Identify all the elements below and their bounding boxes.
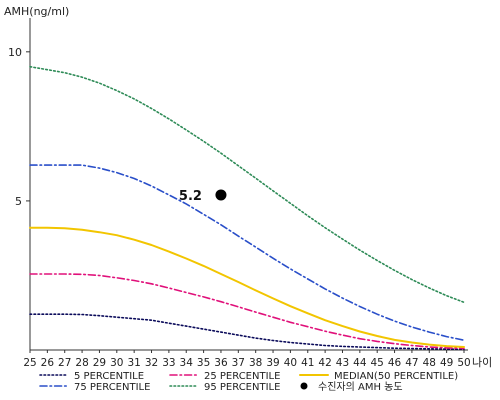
y-ticks: 5 10 [8, 46, 30, 208]
x-tick-label: 50 [457, 357, 470, 369]
legend-label: 95 PERCENTILE [204, 382, 280, 393]
x-tick-label: 39 [266, 357, 279, 369]
x-tick-label: 27 [58, 357, 71, 369]
legend-label: MEDIAN(50 PERCENTILE) [334, 371, 458, 382]
x-tick-label: 44 [353, 357, 367, 369]
x-tick-label: 29 [93, 357, 106, 369]
x-tick-label: 46 [388, 357, 402, 369]
series-line-95-percentile [29, 65, 465, 304]
x-tick-label: 42 [318, 357, 331, 369]
patient-amh-value-label: 5.2 [179, 189, 202, 204]
series-line-median-50-percentile [29, 226, 465, 348]
series-line-5-percentile [29, 313, 465, 351]
marker-layer: 5.2 [179, 189, 227, 204]
series-line-75-percentile [29, 164, 465, 341]
legend-marker-swatch [300, 382, 308, 390]
x-ticks: 25 26 27 28 29 30 31 32 33 34 35 36 37 38 39 40 41 42 43 44… [23, 350, 471, 369]
x-tick-label: 32 [145, 357, 158, 369]
x-tick-label: 40 [284, 357, 297, 369]
x-tick-label: 31 [127, 357, 140, 369]
x-tick-label: 43 [336, 357, 349, 369]
legend-label: 25 PERCENTILE [204, 371, 280, 382]
x-tick-label: 38 [249, 357, 262, 369]
x-tick-label: 36 [214, 357, 228, 369]
y-tick-label: 5 [15, 195, 22, 208]
x-tick-label: 34 [180, 357, 194, 369]
x-tick-label: 45 [371, 357, 384, 369]
x-axis-label: 나이 [472, 356, 492, 369]
x-tick-label: 37 [232, 357, 245, 369]
x-tick-label: 33 [162, 357, 175, 369]
series-layer [29, 65, 465, 351]
legend: 5 PERCENTILE 25 PERCENTILE MEDIAN(50 PERCE… [39, 371, 458, 393]
x-tick-label: 30 [110, 357, 123, 369]
x-tick-label: 49 [440, 357, 453, 369]
x-tick-label: 48 [423, 357, 436, 369]
series-line-25-percentile [29, 273, 465, 350]
y-tick-label: 10 [8, 46, 22, 59]
x-tick-label: 35 [197, 357, 210, 369]
x-tick-label: 28 [75, 357, 88, 369]
legend-marker-label: 수진자의 AMH 농도 [318, 381, 403, 393]
patient-amh-marker [215, 189, 227, 201]
x-tick-label: 26 [41, 357, 55, 369]
legend-label: 75 PERCENTILE [74, 382, 150, 393]
x-tick-label: 25 [23, 357, 36, 369]
legend-label: 5 PERCENTILE [74, 371, 144, 382]
y-axis-label: AMH(ng/ml) [4, 5, 69, 18]
axes [29, 18, 468, 351]
x-tick-label: 41 [301, 357, 314, 369]
x-tick-label: 47 [405, 357, 418, 369]
